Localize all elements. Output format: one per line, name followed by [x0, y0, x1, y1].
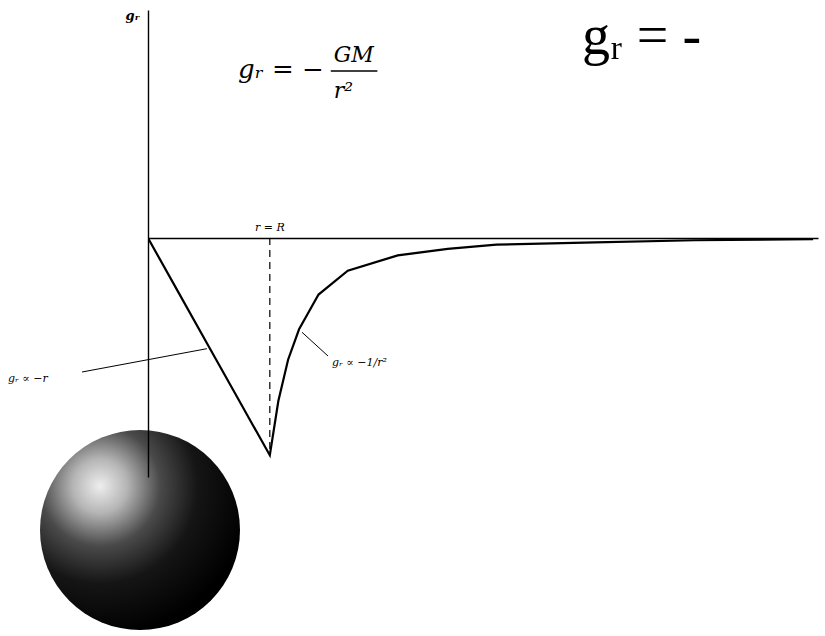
r-marker-line — [269, 238, 270, 455]
y-axis-title: gᵣ — [126, 8, 141, 23]
formula-denominator: r² — [334, 78, 353, 103]
outer-law-label: gᵣ ∝ −1/r² — [332, 356, 387, 369]
formula-numerator: GM — [334, 42, 375, 67]
data-line — [148, 238, 813, 455]
y-axis-line — [148, 11, 149, 478]
plot-area — [148, 238, 813, 455]
heading: gᵣ = - — [582, 4, 701, 66]
y-axis — [148, 11, 149, 478]
planet — [40, 430, 240, 630]
fraction-bar — [331, 70, 378, 72]
inner-law-label: gᵣ ∝ −r — [8, 372, 49, 385]
leader-line — [82, 349, 207, 372]
leader-line — [302, 332, 328, 356]
r-marker-label: r = R — [255, 221, 285, 234]
chart: gᵣ r = R gᵣ ∝ −r gᵣ ∝ −1/r² gᵣ = − GM r² gᵣ = - — [0, 0, 825, 636]
formula-lhs: gᵣ = − — [238, 54, 324, 84]
x-axis — [149, 238, 819, 239]
